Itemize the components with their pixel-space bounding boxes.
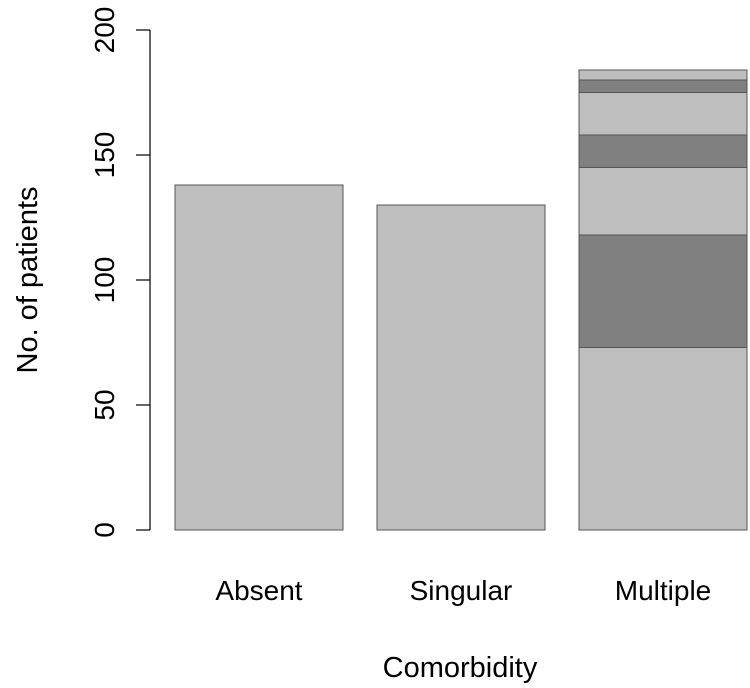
bar-segment-multiple-7 (578, 69, 748, 81)
bar-segment-absent-1 (174, 184, 344, 531)
bar-segment-multiple-3 (578, 167, 748, 236)
y-tick-label: 200 (89, 7, 120, 54)
bar-segment-multiple-4 (578, 134, 748, 168)
x-tick-label-singular: Singular (410, 575, 513, 606)
y-axis: 0 50 100 150 200 (89, 7, 151, 538)
bar-segment-multiple-6 (578, 79, 748, 93)
y-ticks: 0 50 100 150 200 (89, 7, 150, 538)
bar-segment-multiple-1 (578, 347, 748, 531)
bar-segment-multiple-2 (578, 234, 748, 348)
bar-segment-singular-1 (376, 204, 546, 531)
bars-group (174, 69, 748, 531)
x-tick-label-absent: Absent (215, 575, 302, 606)
x-tick-labels: Absent Singular Multiple (215, 575, 711, 606)
y-tick-label: 100 (89, 257, 120, 304)
y-axis-title: No. of patients (12, 187, 44, 374)
x-tick-label-multiple: Multiple (615, 575, 711, 606)
y-tick-label: 50 (89, 389, 120, 420)
y-tick-label: 0 (89, 522, 120, 538)
bar-segment-multiple-5 (578, 92, 748, 136)
y-tick-label: 150 (89, 132, 120, 179)
x-axis-title: Comorbidity (383, 652, 538, 684)
